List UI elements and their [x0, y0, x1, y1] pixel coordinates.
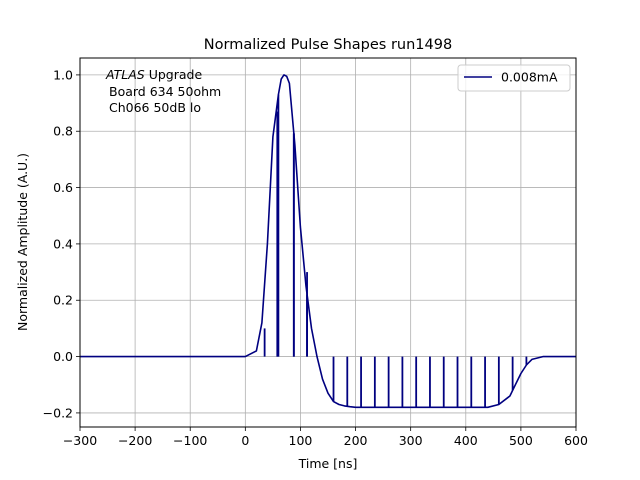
x-tick-label: 400	[454, 433, 478, 448]
axes-frame	[79, 57, 577, 428]
y-tick-label: 0.6	[53, 180, 73, 195]
svg-text:ATLAS Upgrade: ATLAS Upgrade	[105, 67, 202, 82]
x-tick-label: 300	[399, 433, 423, 448]
annotation-channel: Ch066 50dB lo	[109, 100, 201, 115]
annotation-upgrade: Upgrade	[145, 67, 203, 82]
y-tick-label: 0.4	[53, 236, 73, 251]
x-tick-label: 500	[509, 433, 533, 448]
x-tick-label: 100	[289, 433, 313, 448]
x-tick-label: 600	[564, 433, 588, 448]
y-tick-label: 1.0	[53, 67, 73, 82]
y-tick-label: 0.0	[53, 349, 73, 364]
x-tick-label: −200	[118, 433, 152, 448]
y-axis-label: Normalized Amplitude (A.U.)	[15, 153, 30, 331]
y-tick-label: 0.2	[53, 293, 73, 308]
x-tick-label: 0	[241, 433, 249, 448]
annotation: ATLAS Upgrade Board 634 50ohm Ch066 50dB…	[105, 67, 221, 115]
annotation-board: Board 634 50ohm	[109, 84, 221, 99]
series-line	[80, 74, 576, 409]
annotation-atlas: ATLAS	[105, 67, 145, 82]
y-tick-label: −0.2	[43, 405, 73, 420]
plot-area	[80, 74, 576, 409]
chart-title: Normalized Pulse Shapes run1498	[204, 37, 452, 53]
x-tick-label: −300	[63, 433, 97, 448]
x-axis-label: Time [ns]	[298, 456, 358, 471]
legend: 0.008mA	[457, 64, 571, 92]
legend-label: 0.008mA	[501, 70, 558, 85]
y-axis: −0.2 0.0 0.2 0.4 0.6 0.8 1.0	[43, 67, 80, 420]
x-axis: −300 −200 −100 0 100 200 300 400 500 600	[63, 427, 588, 448]
x-tick-label: 200	[344, 433, 368, 448]
y-tick-label: 0.8	[53, 124, 73, 139]
x-tick-label: −100	[173, 433, 207, 448]
